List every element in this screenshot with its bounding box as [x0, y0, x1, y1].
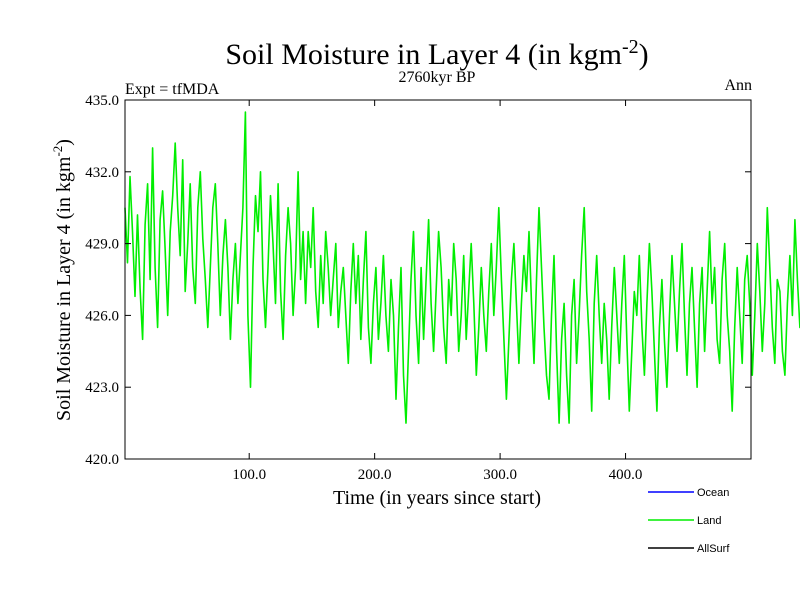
chart-title: Soil Moisture in Layer 4 (in kgm-2) — [225, 36, 648, 71]
plot-area — [124, 111, 800, 424]
x-tick-label: 300.0 — [483, 467, 517, 483]
legend: Ocean Land AllSurf — [648, 487, 730, 555]
season-label: Ann — [724, 77, 752, 94]
plot-frame — [124, 99, 752, 460]
x-tick-label: 100.0 — [232, 467, 266, 483]
y-tick-label: 426.0 — [85, 308, 119, 324]
y-tick-label: 432.0 — [85, 165, 119, 181]
y-axis: 420.0 423.0 426.0 429.0 432.0 435.0 — [85, 93, 751, 468]
x-axis: 100.0 200.0 300.0 400.0 — [232, 100, 642, 483]
y-tick-label: 429.0 — [85, 237, 119, 253]
x-tick-label: 200.0 — [358, 467, 392, 483]
y-axis-label: Soil Moisture in Layer 4 (in kgm-2) — [50, 139, 75, 421]
legend-label-allsurf: AllSurf — [697, 543, 730, 555]
legend-label-land: Land — [697, 515, 721, 527]
x-tick-label: 400.0 — [609, 467, 643, 483]
series-line-land — [124, 111, 800, 424]
chart-subtitle: 2760kyr BP — [399, 69, 476, 86]
y-tick-label: 420.0 — [85, 452, 119, 468]
experiment-label: Expt = tfMDA — [125, 81, 220, 98]
x-axis-label: Time (in years since start) — [333, 487, 541, 509]
y-tick-label: 423.0 — [85, 380, 119, 396]
y-tick-label: 435.0 — [85, 93, 119, 109]
legend-label-ocean: Ocean — [697, 487, 729, 499]
